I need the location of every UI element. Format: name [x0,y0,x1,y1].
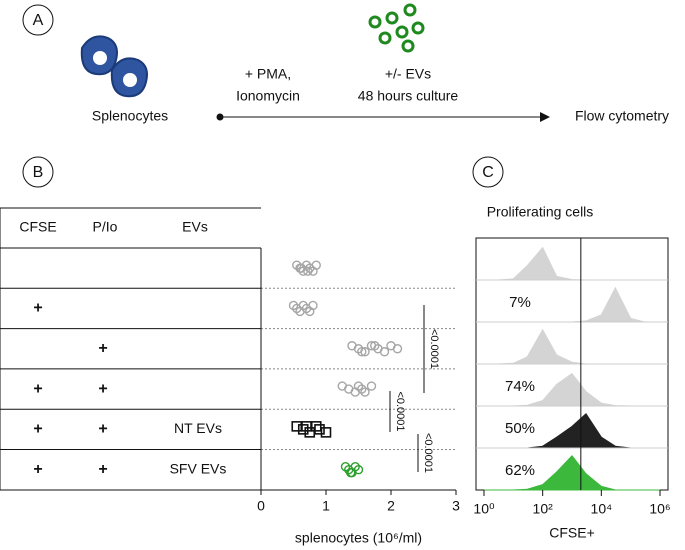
point [304,427,316,438]
x-tick-label: 10⁴ [591,501,613,517]
panel-label-circle [472,156,504,188]
column-header: EVs [182,219,208,235]
table-cell: + [33,300,42,317]
panel-label: A [33,12,44,29]
table-cell: + [33,461,42,478]
x-tick-label: 10⁰ [473,501,495,517]
percent-label: 62% [505,462,535,479]
table-cell: + [98,380,107,397]
point [311,260,321,270]
histogram [484,455,660,491]
cell-icons [80,35,148,98]
table-cell: + [33,380,42,397]
histogram [484,246,660,281]
point [360,347,370,357]
point [297,424,309,435]
point [360,387,370,397]
timeline-start [216,113,224,121]
point [353,464,364,475]
x-axis-label: CFSE+ [549,525,595,541]
panel-label: C [482,164,494,181]
column-header: CFSE [19,219,56,235]
x-tick-label: 10² [533,501,554,517]
point [357,347,367,357]
x-tick-label: 3 [452,498,460,514]
x-tick-label: 2 [387,498,395,514]
ev [368,15,382,29]
ev [378,31,392,45]
point [379,347,390,357]
table-cell: + [98,421,107,438]
chart-title: Proliferating cells [487,204,594,220]
point [320,427,332,438]
table-cell: + [33,421,42,438]
ev [385,11,399,25]
point [366,381,377,391]
table-cell: + [98,461,107,478]
p-value: <0.0001 [422,433,434,473]
cell-nucleus [123,73,137,87]
table-cell: + [98,340,107,357]
cell-nucleus [93,51,107,65]
step-label: Ionomycin [236,88,300,104]
end-label: Flow cytometry [575,108,669,124]
panel-label-circle [22,4,54,36]
x-axis-label: splenocytes (10⁶/ml) [295,530,422,546]
start-label: Splenocytes [92,108,168,124]
p-value: <0.0001 [428,329,440,369]
step-label: +/- EVs [385,66,431,82]
ev-icons [368,3,425,53]
ev [395,25,409,39]
point [346,467,356,478]
point [308,300,318,311]
table-cell: SFV EVs [170,460,227,476]
step-label: + PMA, [245,66,291,82]
point [301,421,312,432]
ev [411,21,425,35]
percent-label: 7% [509,294,531,311]
x-tick-label: 10⁶ [649,501,670,517]
x-tick-label: 1 [322,498,330,514]
percent-label: 74% [505,378,535,395]
ev [403,3,417,17]
point [314,424,325,435]
point [303,266,313,276]
panel-label: B [33,164,44,181]
percent-label: 50% [505,420,535,437]
p-value: <0.0001 [394,391,406,431]
x-tick-label: 0 [257,498,265,514]
arrow-head [540,112,550,122]
point [291,421,303,432]
step-label: 48 hours culture [358,88,459,104]
histogram [484,328,660,365]
point [310,421,322,432]
ev [401,39,415,53]
table-cell: NT EVs [174,420,222,436]
panel-label-circle [22,156,54,188]
point [392,344,403,354]
point [370,341,380,351]
column-header: P/Io [93,219,118,235]
